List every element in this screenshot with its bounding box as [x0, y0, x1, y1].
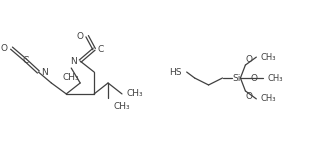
Text: HS: HS: [169, 68, 182, 77]
Text: N: N: [70, 57, 77, 66]
Text: O: O: [76, 32, 83, 41]
Text: Si: Si: [232, 73, 241, 83]
Text: O: O: [245, 92, 252, 101]
Text: O: O: [245, 55, 252, 64]
Text: C: C: [22, 56, 28, 65]
Text: CH₃: CH₃: [113, 102, 129, 111]
Text: CH₃: CH₃: [63, 73, 79, 82]
Text: CH₃: CH₃: [127, 89, 144, 98]
Text: CH₃: CH₃: [267, 73, 283, 83]
Text: O: O: [250, 73, 257, 83]
Text: CH₃: CH₃: [260, 94, 276, 103]
Text: CH₃: CH₃: [260, 53, 276, 62]
Text: O: O: [1, 44, 8, 53]
Text: C: C: [97, 45, 103, 54]
Text: N: N: [42, 68, 48, 77]
